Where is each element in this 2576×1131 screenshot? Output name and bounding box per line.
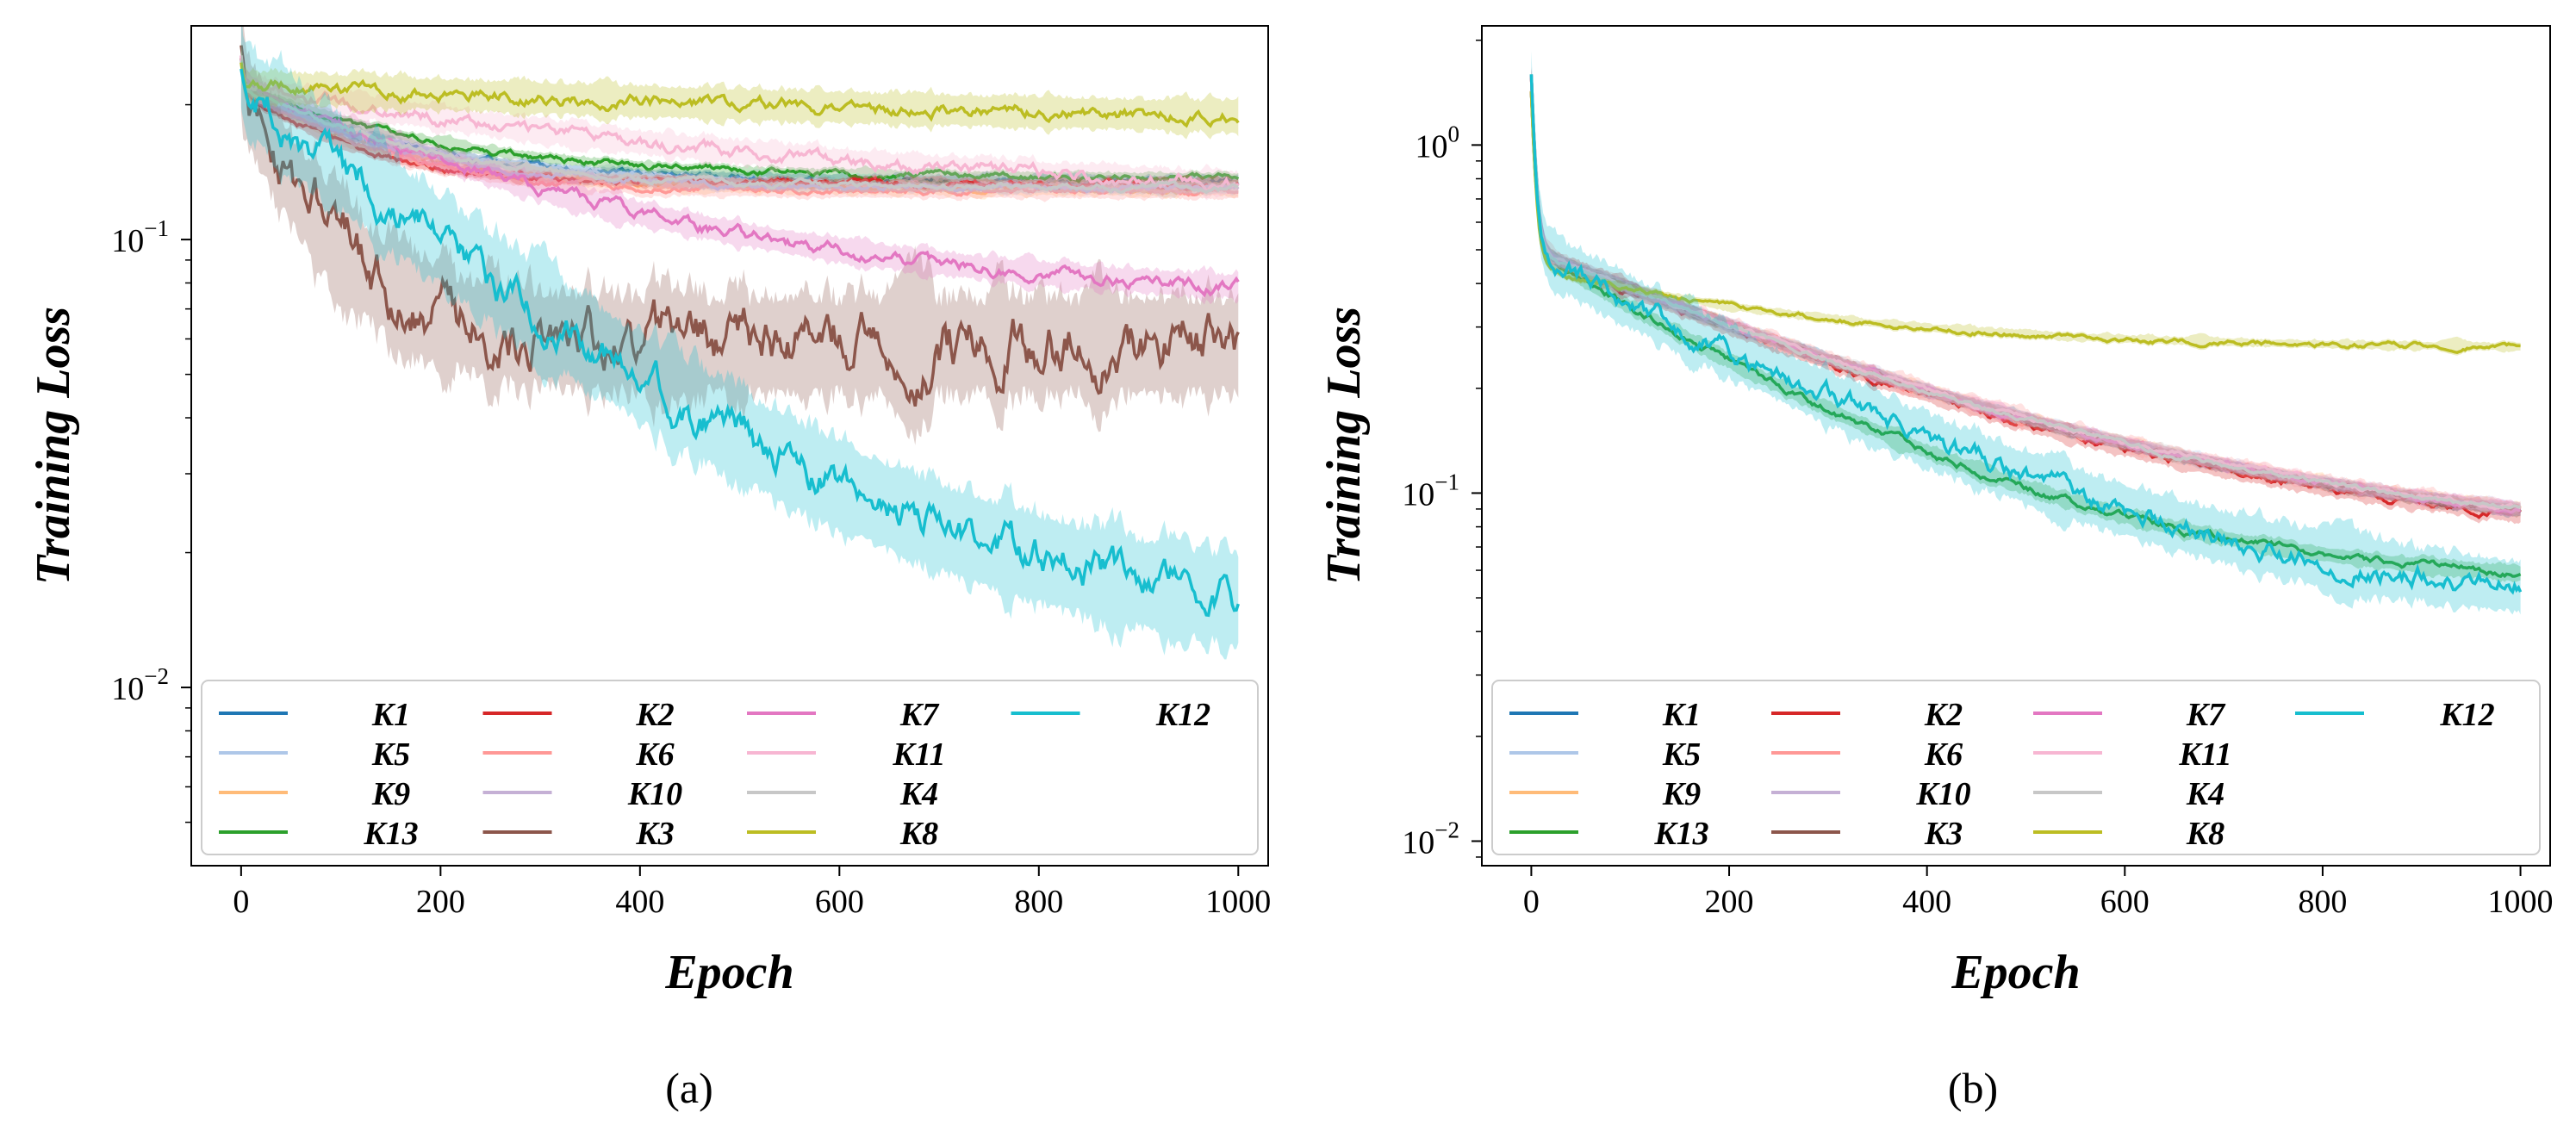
legend-label-k5: K5	[1662, 736, 1701, 773]
band-k12	[240, 26, 1239, 660]
band-k11	[240, 46, 1239, 201]
legend-label-k4: K4	[899, 776, 938, 812]
legend-label-k1: K1	[371, 697, 410, 733]
y-tick-label: 10−2	[1402, 817, 1459, 861]
legend-label-k9: K9	[1662, 776, 1701, 812]
series-line-k6	[240, 57, 1239, 197]
x-tick-label: 200	[416, 884, 465, 920]
legend-label-k8: K8	[899, 816, 938, 852]
x-tick-label: 600	[2100, 884, 2150, 920]
legend-label-k6: K6	[1924, 736, 1963, 773]
y-tick-label: 100	[1416, 121, 1460, 165]
series-line-k11	[240, 55, 1240, 193]
band-k13	[1531, 83, 2521, 583]
band-k8	[240, 41, 1239, 140]
y-tick-label: 10−2	[111, 663, 169, 707]
y-axis-title: Training Loss	[27, 307, 80, 585]
legend-label-k2: K2	[635, 697, 674, 733]
x-tick-label: 600	[815, 884, 864, 920]
x-tick-label: 400	[615, 884, 664, 920]
panel-label: (b)	[1948, 1064, 1998, 1112]
legend-label-k8: K8	[2186, 816, 2224, 852]
x-tick-label: 200	[1705, 884, 1754, 920]
legend-label-k11: K11	[2178, 736, 2231, 773]
series-line-k13	[1529, 91, 2522, 579]
x-axis-title: Epoch	[664, 946, 793, 999]
x-tick-label: 800	[2298, 884, 2347, 920]
legend-label-k9: K9	[371, 776, 410, 812]
legend-label-k13: K13	[363, 816, 418, 852]
y-axis-title: Training Loss	[1317, 307, 1371, 585]
legend-label-k11: K11	[892, 736, 945, 773]
plot-area	[240, 26, 1240, 660]
x-tick-label: 800	[1014, 884, 1063, 920]
legend-label-k12: K12	[2439, 697, 2494, 733]
legend-label-k2: K2	[1924, 697, 1963, 733]
axes-frame	[190, 25, 1269, 867]
plot-area	[1529, 51, 2523, 615]
series-line-k9	[1529, 75, 2522, 510]
x-tick-label: 400	[1902, 884, 1951, 920]
legend-box	[201, 680, 1259, 855]
series-line-k12	[1529, 74, 2523, 595]
x-tick-label: 1000	[2488, 884, 2554, 920]
series-line-k10	[1529, 74, 2521, 511]
panel-label: (a)	[665, 1064, 713, 1112]
x-axis-title: Epoch	[1951, 946, 2080, 999]
series-line-k8	[240, 62, 1240, 128]
legend-label-k12: K12	[1155, 697, 1210, 733]
legend-label-k10: K10	[1915, 776, 1970, 812]
x-tick-label: 0	[233, 884, 249, 920]
axes-frame	[1481, 25, 2551, 867]
legend-label-k10: K10	[627, 776, 682, 812]
legend-label-k7: K7	[899, 697, 940, 733]
band-k3	[240, 26, 1239, 445]
series-line-k7	[240, 55, 1240, 298]
legend-label-k4: K4	[2186, 776, 2224, 812]
x-tick-label: 0	[1523, 884, 1540, 920]
legend-box	[1491, 680, 2541, 855]
band-k12	[1531, 51, 2521, 615]
legend-label-k3: K3	[1924, 816, 1963, 852]
series-line-k4	[240, 60, 1239, 195]
legend-label-k6: K6	[635, 736, 674, 773]
x-tick-label: 1000	[1205, 884, 1271, 920]
chart-panel-b: 0 200 400 600 800 1000 10−2 10−1 100 Epoch Trainin…	[1317, 25, 2554, 1112]
series-line-k8	[1529, 91, 2521, 355]
legend-label-k3: K3	[635, 816, 674, 852]
legend-label-k5: K5	[371, 736, 410, 773]
series-line-k12	[240, 68, 1240, 618]
y-tick-label: 10−1	[111, 215, 169, 259]
y-tick-label: 10−1	[1402, 469, 1459, 513]
legend-label-k1: K1	[1662, 697, 1701, 733]
legend-label-k7: K7	[2186, 697, 2226, 733]
series-line-k4	[1529, 74, 2522, 510]
legend-label-k13: K13	[1653, 816, 1708, 852]
chart-panel-a: 0 200 400 600 800 1000 10−2 10−1 Epoch Training L…	[27, 25, 1271, 1112]
series-line-k3	[240, 45, 1240, 407]
